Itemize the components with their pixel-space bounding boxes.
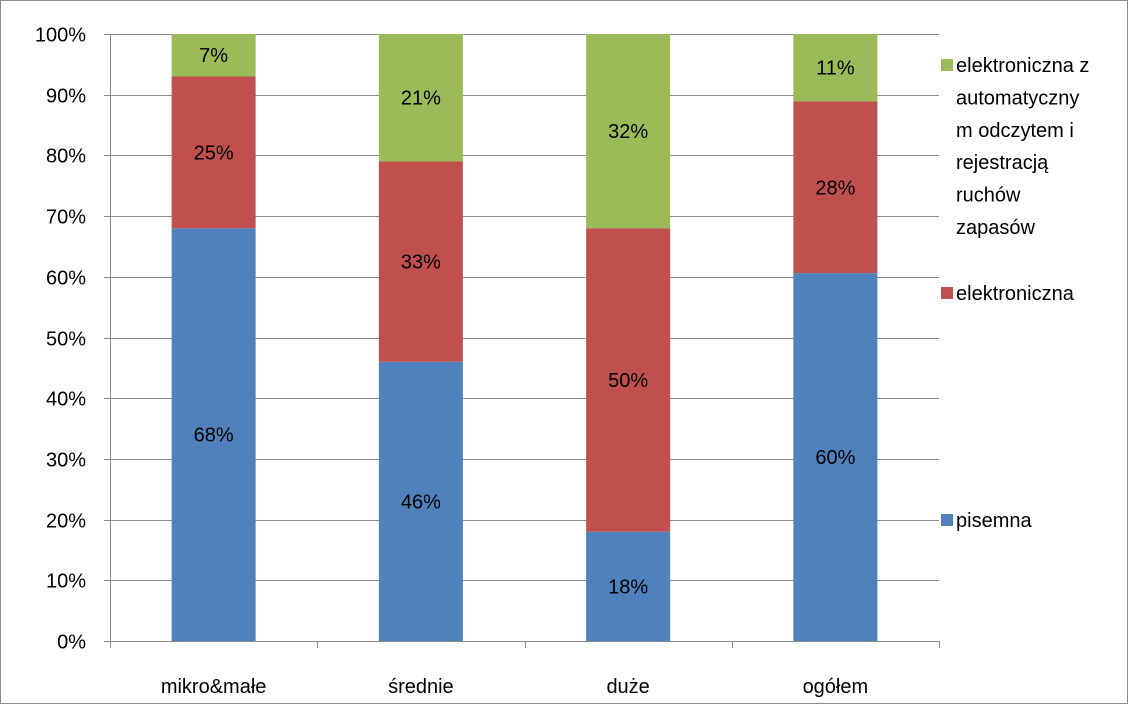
data-label: 68% bbox=[194, 425, 234, 447]
legend-label: elektroniczna z bbox=[956, 55, 1089, 77]
y-tick-label: 10% bbox=[46, 571, 86, 593]
y-tick-label: 0% bbox=[57, 632, 86, 654]
y-tick-label: 30% bbox=[46, 450, 86, 472]
bar-elektroniczna-auto-4 bbox=[793, 34, 878, 102]
bar-pisemna-4 bbox=[793, 273, 878, 641]
data-label: 32% bbox=[608, 121, 648, 143]
data-label: 60% bbox=[815, 447, 855, 469]
y-tick-label: 70% bbox=[46, 207, 86, 229]
legend-swatch bbox=[941, 287, 953, 299]
y-tick-label: 20% bbox=[46, 511, 86, 533]
legend-label: ruchów bbox=[956, 185, 1021, 207]
data-label: 18% bbox=[608, 576, 648, 598]
legend-label: elektroniczna bbox=[956, 283, 1075, 305]
y-tick-label: 60% bbox=[46, 268, 86, 290]
bars bbox=[171, 34, 878, 642]
bar-pisemna-2 bbox=[378, 361, 463, 641]
y-tick-label: 90% bbox=[46, 86, 86, 108]
data-label: 28% bbox=[815, 177, 855, 199]
data-label: 11% bbox=[816, 58, 855, 80]
bar-elektroniczna-auto-2 bbox=[378, 34, 463, 162]
legend-label: rejestracją bbox=[956, 152, 1049, 174]
legend: elektroniczna z automatyczny m odczytem i r… bbox=[941, 55, 1089, 532]
x-tick-label: mikro&małe bbox=[161, 676, 267, 698]
legend-label: zapasów bbox=[956, 217, 1035, 239]
legend-swatch bbox=[941, 59, 953, 71]
data-label: 7% bbox=[199, 45, 228, 67]
x-tick-label: duże bbox=[606, 676, 649, 698]
bar-elektroniczna-3 bbox=[586, 228, 671, 532]
data-label: 33% bbox=[401, 252, 441, 274]
bar-pisemna-1 bbox=[171, 228, 256, 642]
data-label: 46% bbox=[401, 491, 441, 513]
data-label: 25% bbox=[194, 142, 234, 164]
legend-label: m odczytem i bbox=[956, 120, 1074, 142]
bar-elektroniczna-4 bbox=[793, 101, 878, 274]
bar-elektroniczna-auto-3 bbox=[586, 34, 671, 229]
y-tick-label: 40% bbox=[46, 389, 86, 411]
y-tick-label: 100% bbox=[35, 25, 86, 47]
data-label: 50% bbox=[608, 370, 648, 392]
bar-elektroniczna-auto-1 bbox=[171, 34, 256, 77]
data-labels: 68% 25% 7% 46% 33% 21% 18% 50% 32% 60% 28% 11% bbox=[194, 45, 856, 598]
legend-swatch bbox=[941, 514, 953, 526]
legend-label: automatyczny bbox=[956, 87, 1079, 109]
legend-label: pisemna bbox=[956, 510, 1032, 532]
y-tick-label: 50% bbox=[46, 329, 86, 351]
axes: 0% 10% 20% 30% 40% 50% 60% 70% 80% 90% 100% mikro&m… bbox=[35, 25, 940, 698]
bar-elektroniczna-1 bbox=[171, 76, 256, 229]
y-tick-label: 80% bbox=[46, 146, 86, 168]
bar-elektroniczna-2 bbox=[378, 161, 463, 362]
data-label: 21% bbox=[401, 88, 441, 110]
bar-pisemna-3 bbox=[586, 531, 671, 641]
x-tick-label: ogółem bbox=[803, 676, 869, 698]
x-tick-label: średnie bbox=[388, 676, 454, 698]
